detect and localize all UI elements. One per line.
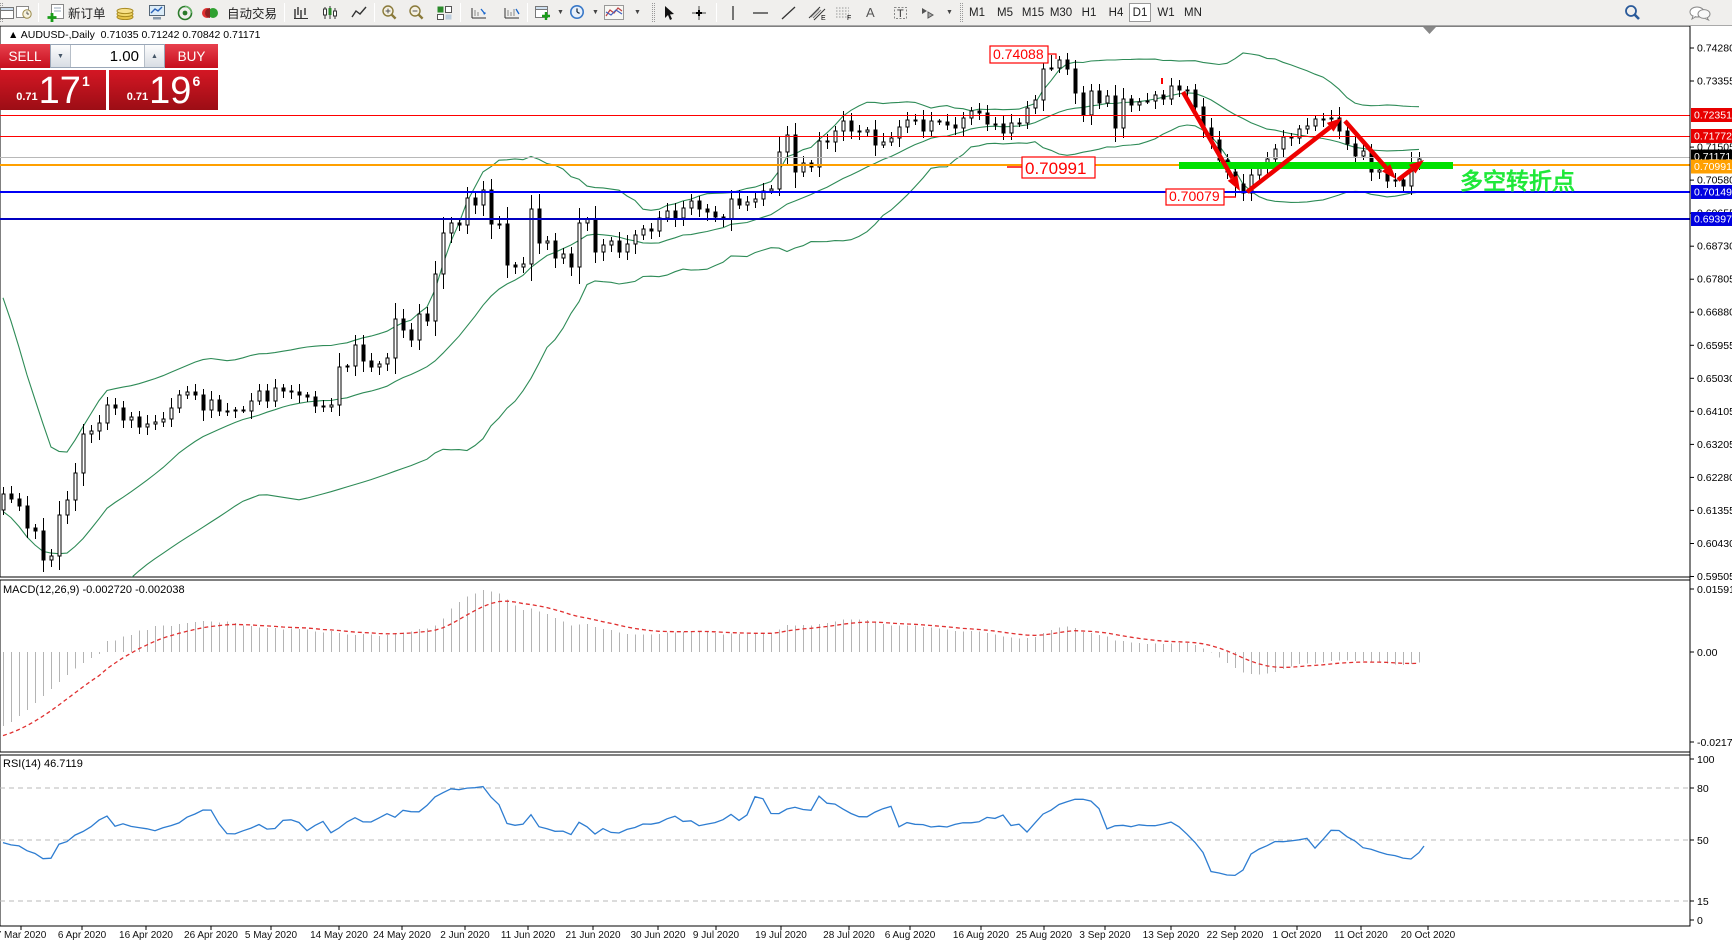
svg-text:-0.021768: -0.021768	[1697, 737, 1732, 749]
svg-text:0.59505: 0.59505	[1697, 571, 1732, 583]
svg-text:11 Jun 2020: 11 Jun 2020	[501, 930, 556, 941]
svg-text:16 Aug 2020: 16 Aug 2020	[953, 930, 1010, 941]
svg-text:0.74088: 0.74088	[993, 46, 1044, 62]
svg-text:30 Jun 2020: 30 Jun 2020	[630, 930, 685, 941]
svg-text:15: 15	[1697, 896, 1709, 908]
svg-text:0.60430: 0.60430	[1697, 538, 1732, 550]
svg-text:0.61355: 0.61355	[1697, 505, 1732, 517]
svg-text:多空转折点: 多空转折点	[1460, 168, 1575, 194]
svg-text:0: 0	[1697, 915, 1703, 927]
svg-text:0.70991: 0.70991	[1694, 161, 1732, 173]
svg-text:0.70079: 0.70079	[1169, 188, 1220, 204]
svg-text:0.62280: 0.62280	[1697, 472, 1732, 484]
svg-text:0.74280: 0.74280	[1697, 43, 1732, 55]
svg-text:13 Sep 2020: 13 Sep 2020	[1143, 930, 1200, 941]
svg-text:80: 80	[1697, 783, 1709, 795]
svg-text:0.65030: 0.65030	[1697, 373, 1732, 385]
svg-text:T: T	[897, 8, 904, 20]
svg-text:6 Apr 2020: 6 Apr 2020	[58, 930, 107, 941]
svg-text:0.72351: 0.72351	[1694, 110, 1732, 122]
svg-text:3 Sep 2020: 3 Sep 2020	[1079, 930, 1131, 941]
svg-text:0.69397: 0.69397	[1694, 214, 1732, 226]
svg-text:0.70991: 0.70991	[1025, 159, 1086, 178]
svg-text:22 Sep 2020: 22 Sep 2020	[1207, 930, 1264, 941]
svg-text:0.71772: 0.71772	[1694, 131, 1732, 143]
svg-text:50: 50	[1697, 835, 1709, 847]
svg-text:1 Oct 2020: 1 Oct 2020	[1273, 930, 1322, 941]
svg-text:2 Jun 2020: 2 Jun 2020	[440, 930, 490, 941]
svg-text:9 Jul 2020: 9 Jul 2020	[693, 930, 740, 941]
svg-text:11 Oct 2020: 11 Oct 2020	[1334, 930, 1388, 941]
svg-text:0.68730: 0.68730	[1697, 241, 1732, 253]
svg-text:6 Aug 2020: 6 Aug 2020	[885, 930, 936, 941]
svg-text:A: A	[866, 5, 875, 20]
svg-text:19 Jul 2020: 19 Jul 2020	[755, 930, 807, 941]
svg-text:0.015912: 0.015912	[1697, 584, 1732, 596]
svg-text:7 Mar 2020: 7 Mar 2020	[0, 930, 47, 941]
svg-text:5 May 2020: 5 May 2020	[245, 930, 298, 941]
svg-text:0.70580: 0.70580	[1697, 175, 1732, 187]
svg-text:MACD(12,26,9) -0.002720 -0.002: MACD(12,26,9) -0.002720 -0.002038	[3, 584, 185, 596]
svg-text:16 Apr 2020: 16 Apr 2020	[119, 930, 173, 941]
svg-text:0.70149: 0.70149	[1694, 187, 1732, 199]
svg-text:26 Apr 2020: 26 Apr 2020	[184, 930, 238, 941]
svg-text:100: 100	[1697, 754, 1715, 766]
svg-text:E: E	[821, 15, 826, 21]
svg-text:28 Jul 2020: 28 Jul 2020	[823, 930, 875, 941]
svg-text:0.64105: 0.64105	[1697, 406, 1732, 418]
svg-text:0.66880: 0.66880	[1697, 307, 1732, 319]
svg-text:25 Aug 2020: 25 Aug 2020	[1016, 930, 1073, 941]
svg-text:0.73355: 0.73355	[1697, 76, 1732, 88]
svg-text:0.00: 0.00	[1697, 647, 1718, 659]
svg-text:0.63205: 0.63205	[1697, 439, 1732, 451]
svg-text:F: F	[847, 15, 851, 21]
svg-text:21 Jun 2020: 21 Jun 2020	[565, 930, 620, 941]
svg-text:RSI(14) 46.7119: RSI(14) 46.7119	[3, 758, 83, 770]
svg-text:14 May 2020: 14 May 2020	[310, 930, 368, 941]
svg-text:0.65955: 0.65955	[1697, 340, 1732, 352]
svg-text:0.67805: 0.67805	[1697, 274, 1732, 286]
svg-text:24 May 2020: 24 May 2020	[373, 930, 431, 941]
svg-text:20 Oct 2020: 20 Oct 2020	[1401, 930, 1456, 941]
